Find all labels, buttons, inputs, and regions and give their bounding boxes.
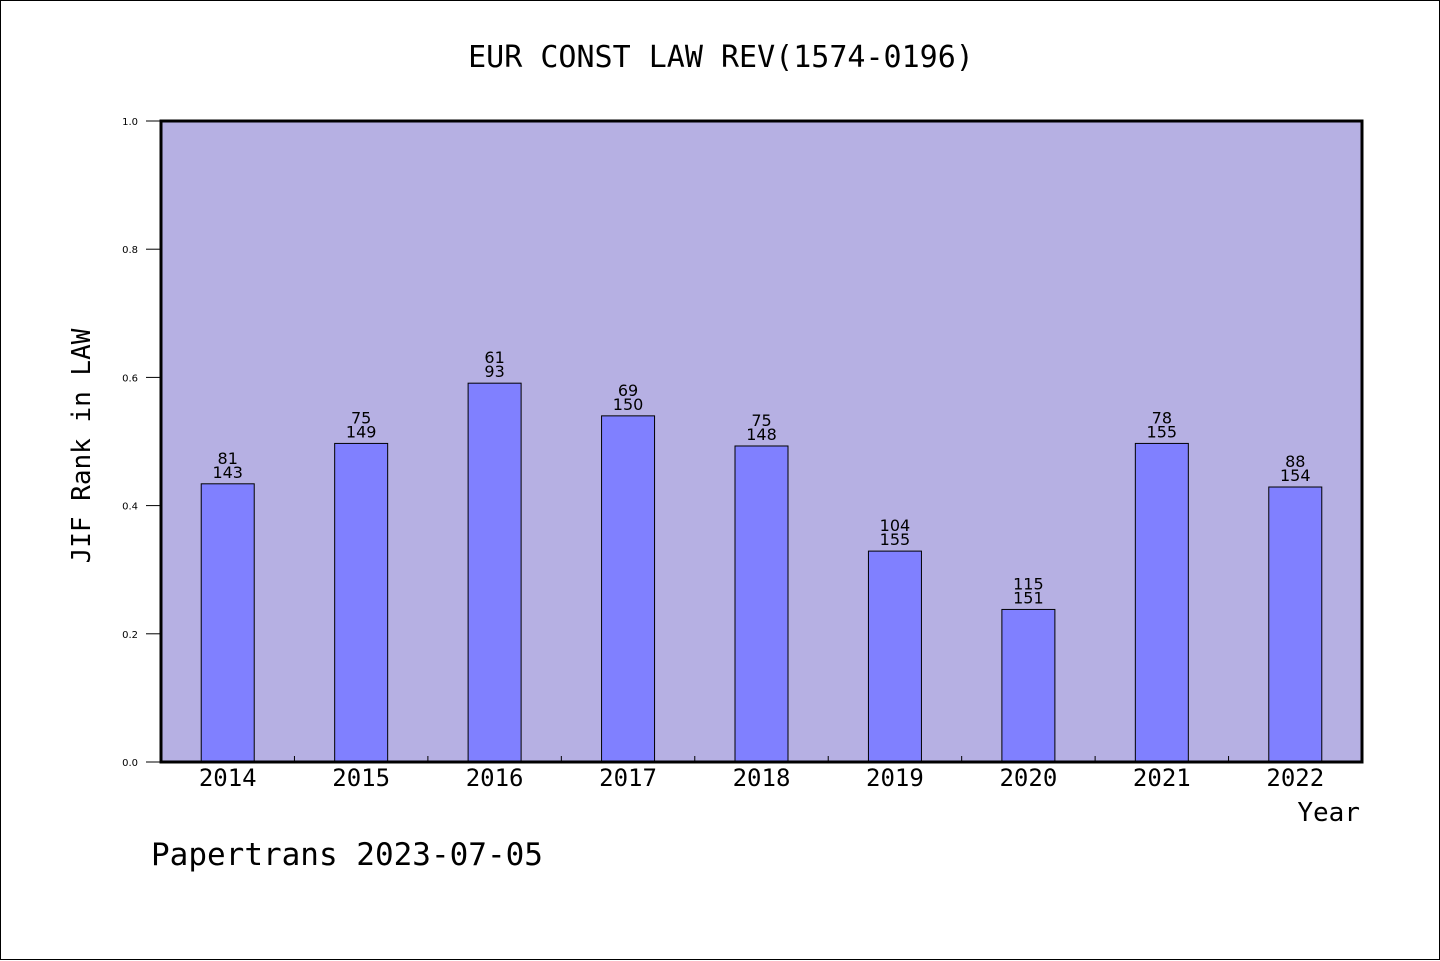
total-label: 149 <box>346 422 377 441</box>
rank-label: 69 <box>618 381 638 400</box>
rank-label: 75 <box>751 411 771 430</box>
rank-label: 75 <box>351 408 371 427</box>
rank-label: 61 <box>484 348 504 367</box>
plot-border <box>159 119 1364 764</box>
y-axis-ticks: 0.0 0.2 0.4 0.6 0.8 1.0 <box>122 117 161 769</box>
total-label: 154 <box>1280 466 1311 485</box>
bars <box>200 382 1323 763</box>
rank-label: 81 <box>218 449 238 468</box>
bar-2018 <box>734 445 789 763</box>
rank-label: 88 <box>1285 452 1305 471</box>
x-tick-label: 2017 <box>599 764 657 792</box>
total-label: 155 <box>880 530 911 549</box>
x-tick-label: 2021 <box>1133 764 1191 792</box>
y-tick-label: 1.0 <box>122 117 138 128</box>
bar-2015 <box>334 442 389 763</box>
bar-2021 <box>1134 442 1189 763</box>
x-axis-ticks: 2014 2015 2016 2017 2018 2019 2020 2021 2022 <box>199 756 1324 792</box>
bar-2019 <box>867 550 922 763</box>
x-tick-label: 2014 <box>199 764 257 792</box>
y-tick-label: 0.8 <box>122 245 138 256</box>
total-label: 93 <box>484 362 504 381</box>
y-tick-label: 0.6 <box>122 373 138 384</box>
y-tick-label: 0.2 <box>122 630 138 641</box>
chart-title: EUR CONST LAW REV(1574-0196) <box>468 40 974 75</box>
data-labels: 8114375149619369150751481041551151517815… <box>212 348 1310 607</box>
bar-2016 <box>467 382 522 763</box>
rank-label: 115 <box>1013 574 1044 593</box>
bar-2017 <box>601 415 656 763</box>
x-tick-label: 2018 <box>733 764 791 792</box>
bar-2020 <box>1001 608 1056 763</box>
rank-label: 104 <box>880 516 911 535</box>
total-label: 150 <box>613 395 644 414</box>
x-tick-label: 2019 <box>866 764 924 792</box>
y-tick-label: 0.4 <box>122 502 138 513</box>
bar-2014 <box>200 483 255 763</box>
x-tick-label: 2015 <box>332 764 390 792</box>
footer-credit: Papertrans 2023-07-05 <box>151 837 543 873</box>
y-axis-label: JIF Rank in LAW <box>67 328 97 563</box>
x-tick-label: 2016 <box>466 764 524 792</box>
rank-label: 78 <box>1152 408 1172 427</box>
total-label: 143 <box>212 463 243 482</box>
x-tick-label: 2020 <box>999 764 1057 792</box>
total-label: 155 <box>1147 422 1178 441</box>
x-tick-label: 2022 <box>1266 764 1324 792</box>
y-tick-label: 0.0 <box>122 758 138 769</box>
x-axis-label: Year <box>1297 798 1360 828</box>
bar-2022 <box>1268 486 1323 763</box>
total-label: 151 <box>1013 588 1044 607</box>
total-label: 148 <box>746 425 777 444</box>
